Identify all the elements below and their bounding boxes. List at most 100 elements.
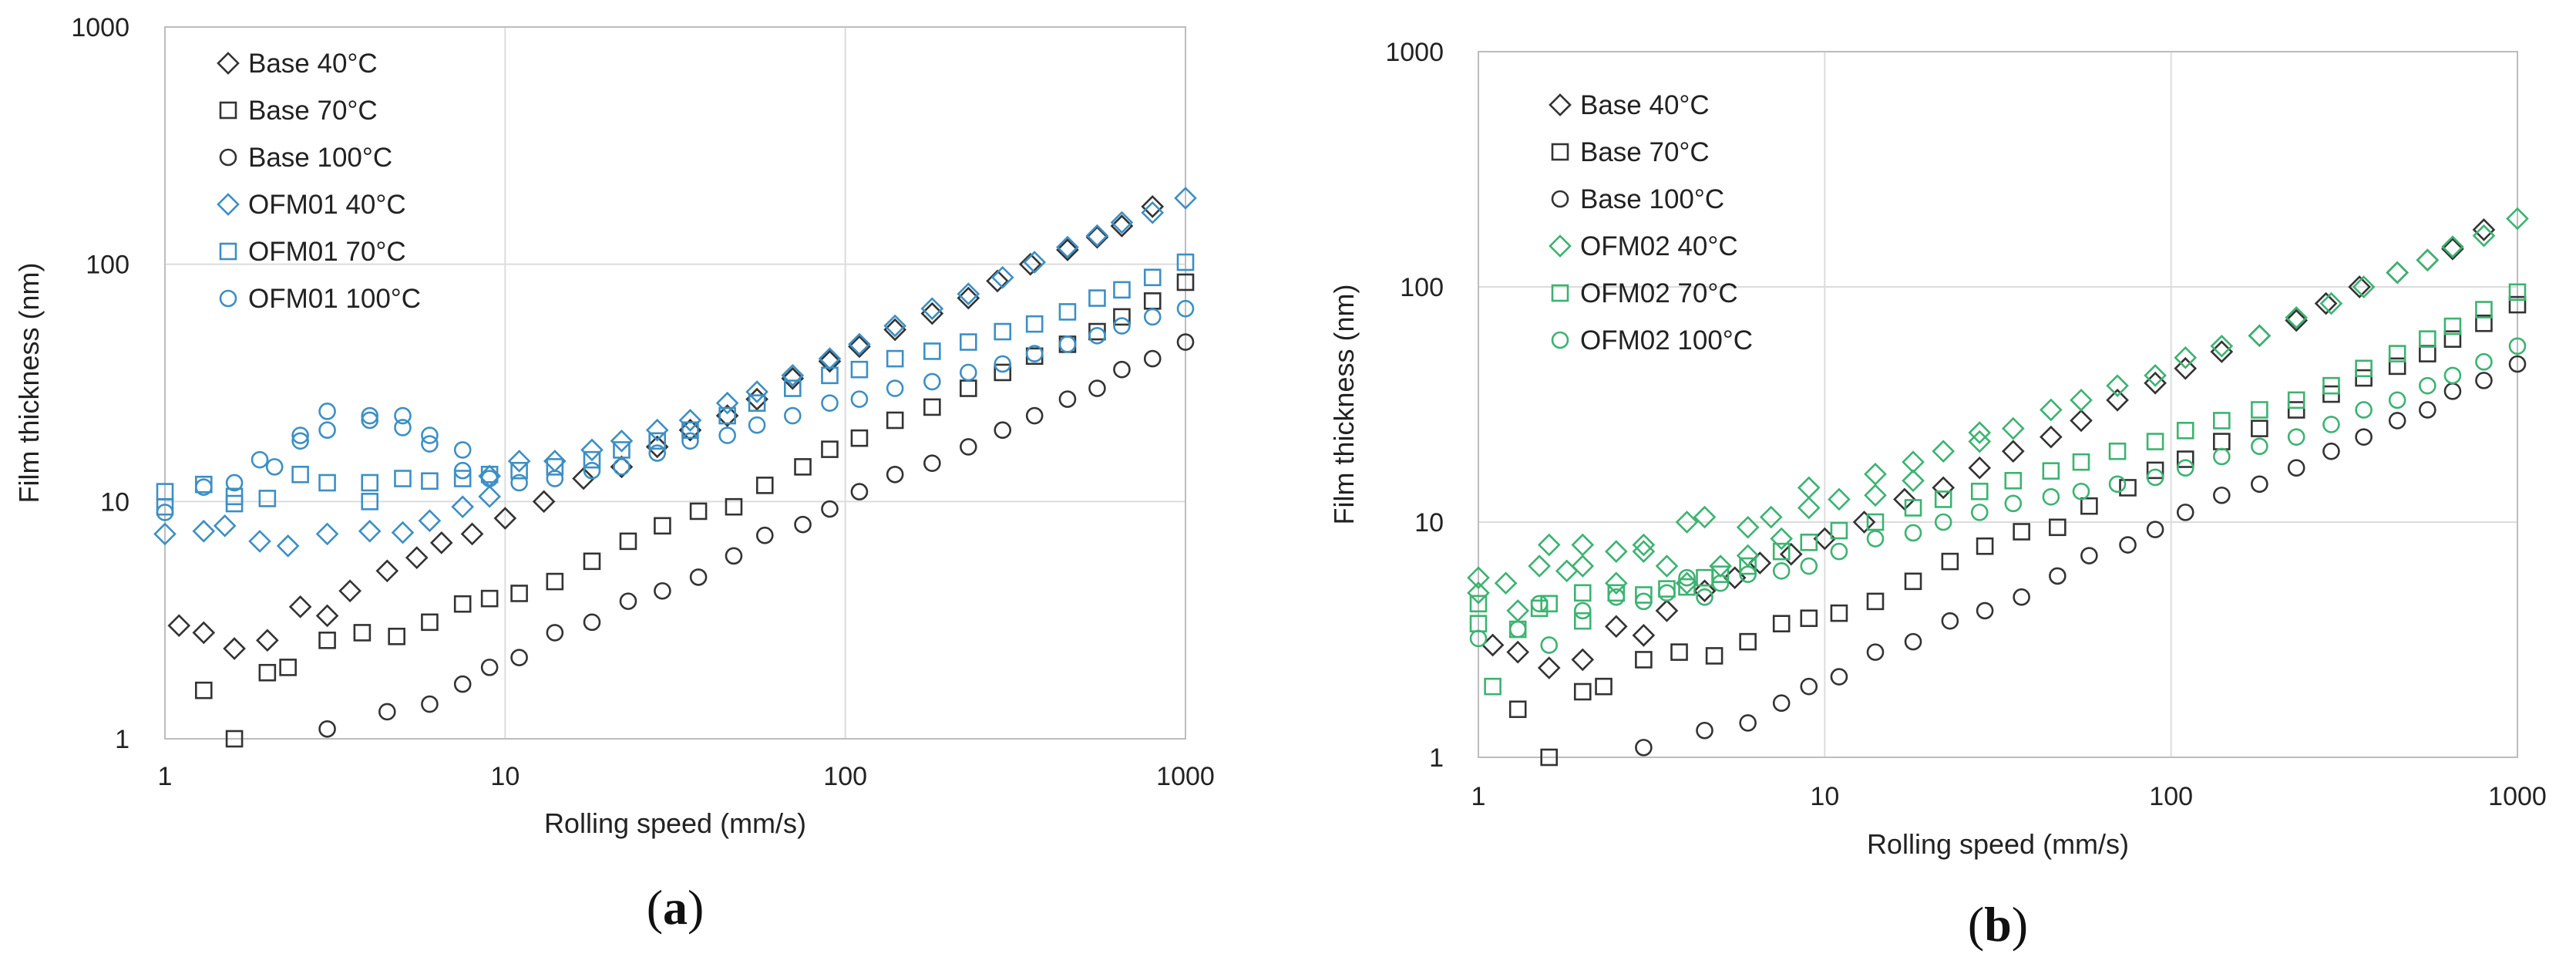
data-point xyxy=(725,497,743,516)
data-point xyxy=(1143,292,1162,310)
data-point xyxy=(546,572,564,591)
data-point xyxy=(2146,433,2164,450)
data-point xyxy=(1770,527,1794,551)
data-point xyxy=(1852,511,1876,534)
data-point xyxy=(2419,330,2436,348)
data-point xyxy=(1748,551,1772,575)
data-point xyxy=(532,490,556,514)
panel-label: (a) xyxy=(647,880,705,935)
data-point xyxy=(167,614,191,638)
data-point xyxy=(1025,315,1044,333)
data-point xyxy=(1540,636,1559,654)
data-point xyxy=(1143,268,1162,287)
data-point xyxy=(2174,356,2198,380)
data-point xyxy=(583,461,601,480)
data-point xyxy=(654,517,671,535)
data-point xyxy=(194,681,213,699)
data-point xyxy=(1025,406,1044,425)
data-point xyxy=(1113,317,1131,335)
data-point xyxy=(2419,345,2436,362)
data-point xyxy=(794,458,812,476)
data-point xyxy=(248,530,271,553)
data-point xyxy=(718,426,736,444)
data-point xyxy=(2287,459,2305,477)
data-point xyxy=(1573,602,1592,620)
data-point xyxy=(2508,283,2527,302)
data-point xyxy=(886,411,904,430)
data-point xyxy=(1772,694,1791,713)
data-point xyxy=(318,403,336,420)
data-point xyxy=(391,521,415,544)
data-point xyxy=(648,432,666,450)
data-point xyxy=(2001,416,2025,440)
data-point xyxy=(2146,461,2164,480)
data-point xyxy=(1932,476,1956,500)
data-point xyxy=(225,730,244,748)
data-point xyxy=(645,418,669,442)
data-point xyxy=(1736,515,1760,539)
data-point xyxy=(2443,330,2462,348)
data-point xyxy=(1528,554,1551,578)
data-point xyxy=(2285,306,2309,329)
data-point xyxy=(1058,390,1077,408)
data-point xyxy=(957,286,980,310)
data-point xyxy=(2508,355,2527,373)
data-point xyxy=(1113,281,1131,299)
data-point xyxy=(1904,524,1922,542)
data-point xyxy=(1932,440,1956,463)
data-point xyxy=(923,398,941,416)
data-point xyxy=(1902,469,1925,493)
data-point xyxy=(2322,376,2340,395)
chart-panel-b: 1 10 100 1000 1 10 100 1000 Rolling speed (mm/s)… xyxy=(1328,38,2547,952)
data-point xyxy=(478,484,501,508)
gridlines xyxy=(164,26,1186,740)
data-point xyxy=(2080,497,2098,515)
x-tick-label: 1000 xyxy=(2488,782,2547,811)
data-point xyxy=(678,418,702,442)
data-point xyxy=(1693,579,1717,603)
data-point xyxy=(2146,521,2164,538)
data-point xyxy=(507,450,531,473)
data-point xyxy=(784,406,802,425)
data-point xyxy=(2472,218,2496,241)
data-point xyxy=(1025,345,1044,362)
data-point xyxy=(2388,357,2406,376)
data-point xyxy=(2001,440,2025,463)
data-point xyxy=(421,472,439,490)
data-point xyxy=(689,568,708,586)
x-tick-label: 10 xyxy=(1810,782,1839,811)
data-point xyxy=(2319,292,2343,315)
data-point xyxy=(850,483,869,500)
data-point xyxy=(1595,677,1613,696)
data-point xyxy=(2042,462,2060,480)
data-point xyxy=(2386,261,2410,285)
data-point xyxy=(1866,530,1885,548)
data-point xyxy=(580,438,604,462)
data-point xyxy=(1635,592,1653,611)
y-tick-label: 1000 xyxy=(71,13,129,42)
data-point xyxy=(2285,308,2309,332)
data-point xyxy=(1530,595,1549,613)
data-point xyxy=(2176,422,2194,440)
data-point xyxy=(2213,447,2231,466)
y-tick-label: 100 xyxy=(86,251,129,280)
data-point xyxy=(510,649,528,666)
data-point xyxy=(1176,253,1195,271)
data-point xyxy=(1941,552,1959,571)
data-point xyxy=(1056,235,1079,259)
data-point xyxy=(923,454,941,472)
data-point xyxy=(583,552,601,571)
data-point xyxy=(315,522,339,546)
data-point xyxy=(1467,581,1490,605)
data-point xyxy=(1573,584,1592,602)
data-point xyxy=(1678,568,1696,587)
data-point xyxy=(1506,640,1530,664)
legend-marker xyxy=(217,52,240,75)
data-point xyxy=(1113,308,1131,326)
data-point xyxy=(2119,479,2137,497)
data-point xyxy=(2443,383,2462,400)
data-point xyxy=(821,366,839,385)
data-point xyxy=(2287,401,2305,419)
data-point xyxy=(453,461,472,480)
data-point xyxy=(2251,437,2268,456)
